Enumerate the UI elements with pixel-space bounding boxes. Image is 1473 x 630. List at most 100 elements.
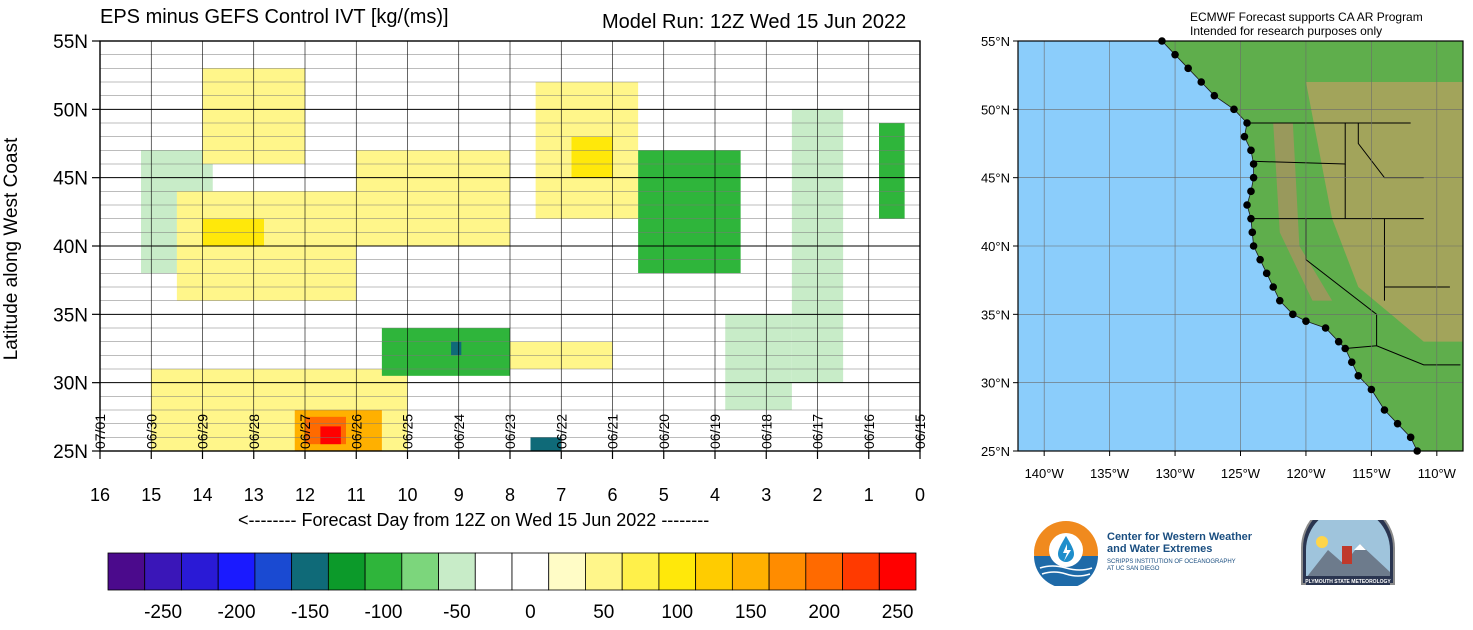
map-lat-label: 55°N <box>981 34 1010 49</box>
x-tick-label: 13 <box>244 485 264 505</box>
coast-point <box>1249 173 1258 182</box>
date-label: 06/23 <box>502 414 518 449</box>
map-lat-label: 30°N <box>981 376 1010 391</box>
coast-point <box>1158 37 1166 45</box>
coast-point <box>1249 242 1258 250</box>
x-tick-label: 6 <box>607 485 617 505</box>
coast-point <box>1210 91 1219 100</box>
y-tick-label: 25N <box>53 442 88 463</box>
coast-point <box>1341 344 1350 353</box>
ivt-cell <box>451 341 462 356</box>
model-run-label: Model Run: 12Z Wed 15 Jun 2022 <box>602 11 907 33</box>
x-tick-label: 10 <box>397 485 417 505</box>
map-lat-label: 45°N <box>981 171 1010 186</box>
x-axis-label: <-------- Forecast Day from 12Z on Wed 1… <box>238 510 710 530</box>
y-tick-label: 50N <box>53 100 88 121</box>
ivt-cell <box>381 328 510 376</box>
coast-point <box>1262 269 1271 278</box>
date-label: 06/18 <box>758 414 774 449</box>
date-label: 06/28 <box>246 414 262 449</box>
coast-point <box>1406 433 1415 442</box>
map-lon-label: 125°W <box>1221 466 1261 481</box>
terrain-cascades <box>1273 123 1333 301</box>
cw3e-logo <box>1034 521 1098 586</box>
map-lat-label: 40°N <box>981 239 1010 254</box>
chart-title: EPS minus GEFS Control IVT [kg/(ms)] <box>100 6 449 28</box>
date-label: 06/19 <box>707 414 723 449</box>
cw3e-sub2: AT UC SAN DIEGO <box>1107 566 1160 572</box>
ivt-cell <box>725 314 792 410</box>
coast-point <box>1240 132 1249 141</box>
map-lon-label: 120°W <box>1286 466 1326 481</box>
map-lat-label: 50°N <box>981 102 1010 117</box>
coast-point <box>1184 64 1192 73</box>
y-tick-label: 55N <box>53 32 88 53</box>
map-note-line2: Intended for research purposes only <box>1190 24 1383 38</box>
coast-point <box>1197 78 1206 86</box>
map-lon-label: 110°W <box>1418 466 1457 481</box>
coast-point <box>1354 372 1363 380</box>
coast-point <box>1289 310 1297 319</box>
coast-point <box>1243 119 1251 127</box>
coast-point <box>1302 317 1310 325</box>
date-label: 06/24 <box>451 414 467 449</box>
land <box>1161 40 1464 452</box>
date-label: 06/25 <box>400 414 416 449</box>
coast-point <box>1269 283 1278 291</box>
x-tick-label: 5 <box>659 485 669 505</box>
coast-point <box>1248 228 1257 237</box>
x-tick-label: 0 <box>915 485 925 505</box>
x-tick-label: 8 <box>505 485 515 505</box>
coast-point <box>1275 296 1284 305</box>
x-tick-label: 11 <box>347 485 366 505</box>
y-tick-label: 35N <box>53 305 88 326</box>
coast-point <box>1347 358 1356 366</box>
x-tick-label: 12 <box>295 485 315 505</box>
date-label: 06/15 <box>912 414 928 449</box>
coast-point <box>1171 50 1179 59</box>
coast-point <box>1247 214 1255 223</box>
map-note: ECMWF Forecast supports CA AR Program In… <box>1190 10 1423 38</box>
ivt-cell <box>530 437 562 451</box>
coast-point <box>1247 187 1255 196</box>
cw3e-sub1: SCRIPPS INSTITUTION OF OCEANOGRAPHY <box>1107 559 1236 565</box>
date-label: 06/30 <box>143 414 159 449</box>
plymouth-label: PLYMOUTH STATE METEOROLOGY <box>1305 579 1391 585</box>
date-label: 06/26 <box>348 414 364 449</box>
y-tick-label: 45N <box>53 169 88 190</box>
coast-point <box>1256 255 1264 264</box>
map-lon-label: 130°W <box>1155 466 1195 481</box>
date-label: 07/01 <box>92 414 108 449</box>
map-lon-label: 135°W <box>1090 466 1130 481</box>
date-label: 06/22 <box>553 414 569 449</box>
coast-point <box>1413 447 1421 455</box>
map-lat-label: 35°N <box>981 307 1010 322</box>
ivt-cell <box>879 123 905 219</box>
ivt-cell <box>638 150 741 274</box>
date-label: 06/29 <box>195 414 211 449</box>
y-tick-label: 40N <box>53 237 88 258</box>
ivt-cell <box>356 150 510 246</box>
date-label: 06/16 <box>861 414 877 449</box>
coast-point <box>1393 419 1402 428</box>
x-tick-label: 3 <box>761 485 771 505</box>
map-lon-label: 140°W <box>1025 466 1065 481</box>
coast-point <box>1367 385 1376 394</box>
cw3e-line1: Center for Western Weather <box>1107 531 1253 543</box>
ivt-cell <box>320 426 341 445</box>
x-tick-label: 16 <box>90 485 110 505</box>
x-tick-label: 1 <box>864 485 874 505</box>
state-border <box>1305 218 1378 346</box>
y-tick-label: 30N <box>53 374 88 395</box>
x-tick-label: 15 <box>141 485 161 505</box>
cw3e-name: Center for Western Weather and Water Ext… <box>1107 531 1252 555</box>
coast-point <box>1249 160 1258 168</box>
ocean <box>1018 41 1463 451</box>
cw3e-line2: and Water Extremes <box>1107 543 1213 555</box>
map-lat-label: 25°N <box>981 444 1010 459</box>
terrain-high <box>1305 82 1463 342</box>
x-tick-label: 14 <box>192 485 212 505</box>
coast-point <box>1334 337 1343 346</box>
state-border <box>1252 123 1346 165</box>
